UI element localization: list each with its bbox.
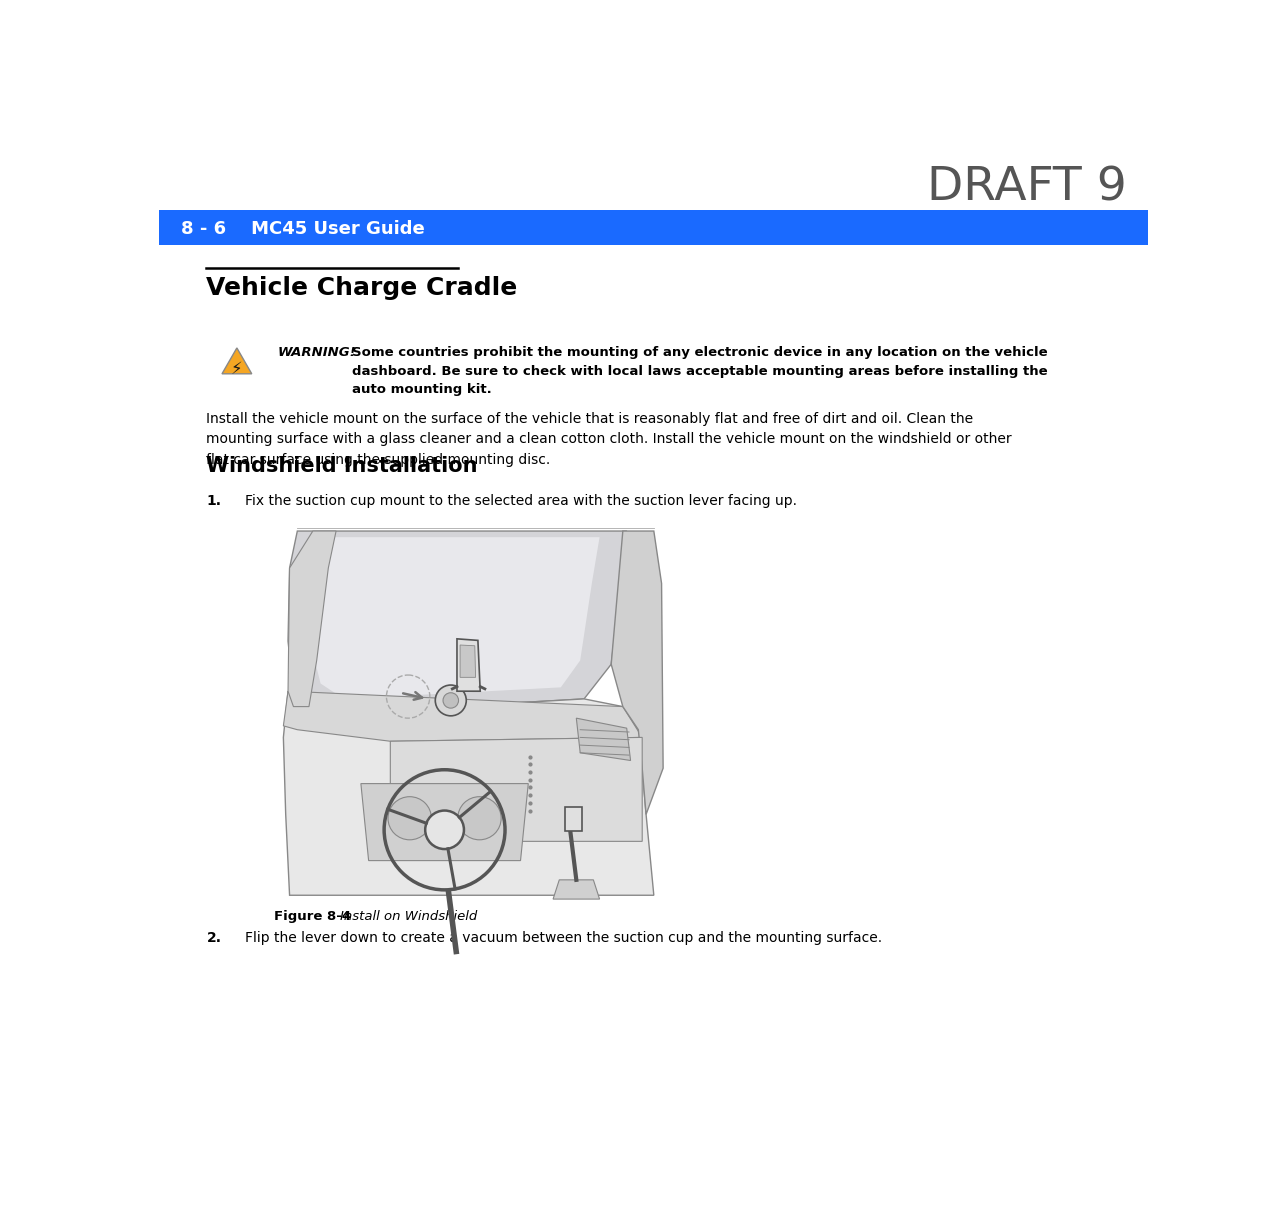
Text: Flip the lever down to create a vacuum between the suction cup and the mounting : Flip the lever down to create a vacuum b…: [245, 931, 882, 946]
Circle shape: [388, 797, 431, 840]
Text: ⚡: ⚡: [231, 359, 242, 377]
Bar: [565, 807, 581, 831]
Text: Fix the suction cup mount to the selected area with the suction lever facing up.: Fix the suction cup mount to the selecte…: [245, 494, 797, 507]
Polygon shape: [288, 531, 627, 714]
Text: Figure 8-4: Figure 8-4: [274, 910, 351, 922]
Polygon shape: [306, 537, 599, 699]
Text: 8 - 6    MC45 User Guide: 8 - 6 MC45 User Guide: [181, 220, 425, 239]
Text: Install on Windshield: Install on Windshield: [323, 910, 477, 922]
Circle shape: [458, 797, 501, 840]
Bar: [159, 211, 1148, 245]
Text: Windshield Installation: Windshield Installation: [205, 455, 477, 476]
Polygon shape: [390, 738, 643, 841]
Polygon shape: [456, 639, 481, 691]
Text: Some countries prohibit the mounting of any electronic device in any location on: Some countries prohibit the mounting of …: [352, 347, 1047, 397]
Polygon shape: [576, 718, 631, 761]
Text: 1.: 1.: [207, 494, 222, 507]
Text: DRAFT 9: DRAFT 9: [927, 166, 1127, 211]
Polygon shape: [222, 348, 251, 374]
Text: Install the vehicle mount on the surface of the vehicle that is reasonably flat : Install the vehicle mount on the surface…: [205, 411, 1011, 467]
Circle shape: [435, 685, 467, 716]
Text: WARNING!: WARNING!: [277, 347, 356, 359]
Polygon shape: [288, 531, 337, 707]
Polygon shape: [283, 691, 654, 896]
Text: 2.: 2.: [207, 931, 222, 946]
Circle shape: [425, 811, 464, 849]
Polygon shape: [283, 691, 643, 741]
Polygon shape: [611, 531, 663, 814]
Circle shape: [442, 692, 459, 708]
Polygon shape: [553, 880, 599, 899]
Polygon shape: [460, 645, 476, 678]
Polygon shape: [361, 784, 528, 860]
Text: Vehicle Charge Cradle: Vehicle Charge Cradle: [205, 276, 518, 301]
